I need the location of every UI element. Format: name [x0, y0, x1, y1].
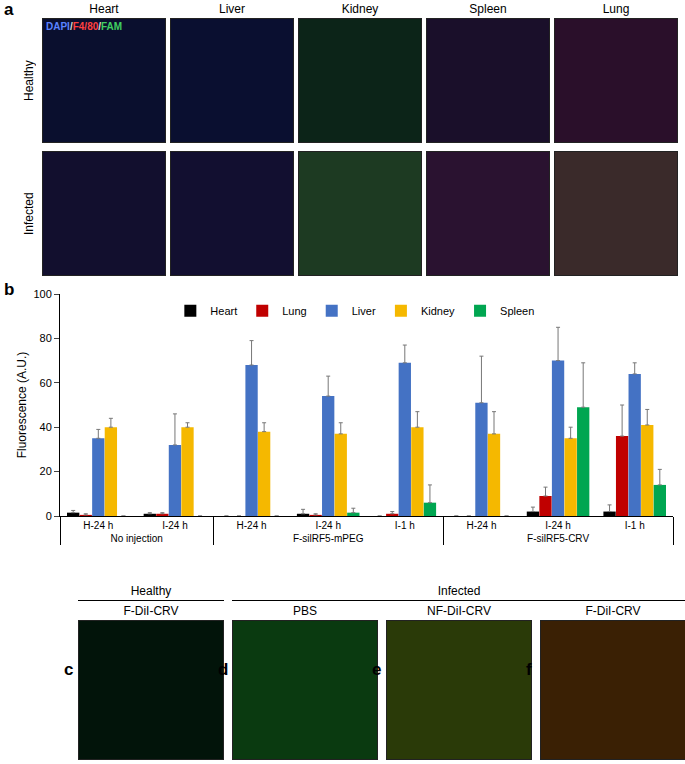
html-text:a: a: [4, 0, 14, 19]
svg-text:H-24 h: H-24 h: [83, 520, 113, 531]
html-text:d: d: [218, 660, 229, 679]
svg-text:Liver: Liver: [352, 305, 376, 317]
svg-text:Spleen: Spleen: [500, 305, 534, 317]
svg-text:F-silRF5-CRV: F-silRF5-CRV: [527, 533, 589, 544]
html-text:Spleen: Spleen: [469, 2, 507, 16]
svg-text:I-24 h: I-24 h: [545, 520, 571, 531]
svg-text:H-24 h: H-24 h: [237, 520, 267, 531]
html-text:DAPI / F4/80 / FAM: DAPI / F4/80 / FAM: [46, 21, 123, 32]
svg-text:Lung: Lung: [282, 305, 306, 317]
html-text:Healthy: Healthy: [130, 584, 172, 598]
svg-text:H-24 h: H-24 h: [466, 520, 496, 531]
svg-text:Fluorescence (A.U.): Fluorescence (A.U.): [15, 352, 29, 459]
svg-text:I-24 h: I-24 h: [162, 520, 188, 531]
svg-text:Kidney: Kidney: [421, 305, 455, 317]
html-text:Infected: Infected: [22, 192, 36, 235]
svg-text:I-1 h: I-1 h: [625, 520, 645, 531]
svg-text:80: 80: [40, 332, 52, 344]
svg-text:60: 60: [40, 377, 52, 389]
svg-text:F-silRF5-mPEG: F-silRF5-mPEG: [293, 533, 364, 544]
svg-text:Heart: Heart: [210, 305, 237, 317]
svg-text:No injection: No injection: [110, 533, 162, 544]
svg-text:0: 0: [46, 510, 52, 522]
html-text:F-DiI-CRV: F-DiI-CRV: [585, 604, 641, 618]
html-text:e: e: [372, 660, 382, 679]
html-text:F-DiI-CRV: F-DiI-CRV: [123, 604, 179, 618]
html-text:NF-DiI-CRV: NF-DiI-CRV: [427, 604, 491, 618]
svg-text:100: 100: [33, 288, 51, 300]
html-text:Lung: Lung: [602, 2, 630, 16]
html-text:c: c: [64, 660, 74, 679]
svg-text:40: 40: [40, 421, 52, 433]
html-text:b: b: [4, 280, 15, 299]
html-text:Heart: Heart: [89, 2, 119, 16]
html-text:Kidney: Kidney: [341, 2, 379, 16]
html-text:f: f: [526, 660, 532, 679]
html-text:Liver: Liver: [219, 2, 245, 16]
svg-text:I-1 h: I-1 h: [395, 520, 415, 531]
html-text:PBS: PBS: [293, 604, 317, 618]
html-text:Healthy: Healthy: [22, 60, 36, 101]
svg-text:I-24 h: I-24 h: [315, 520, 341, 531]
html-text:Infected: Infected: [437, 584, 481, 598]
svg-text:20: 20: [40, 465, 52, 477]
